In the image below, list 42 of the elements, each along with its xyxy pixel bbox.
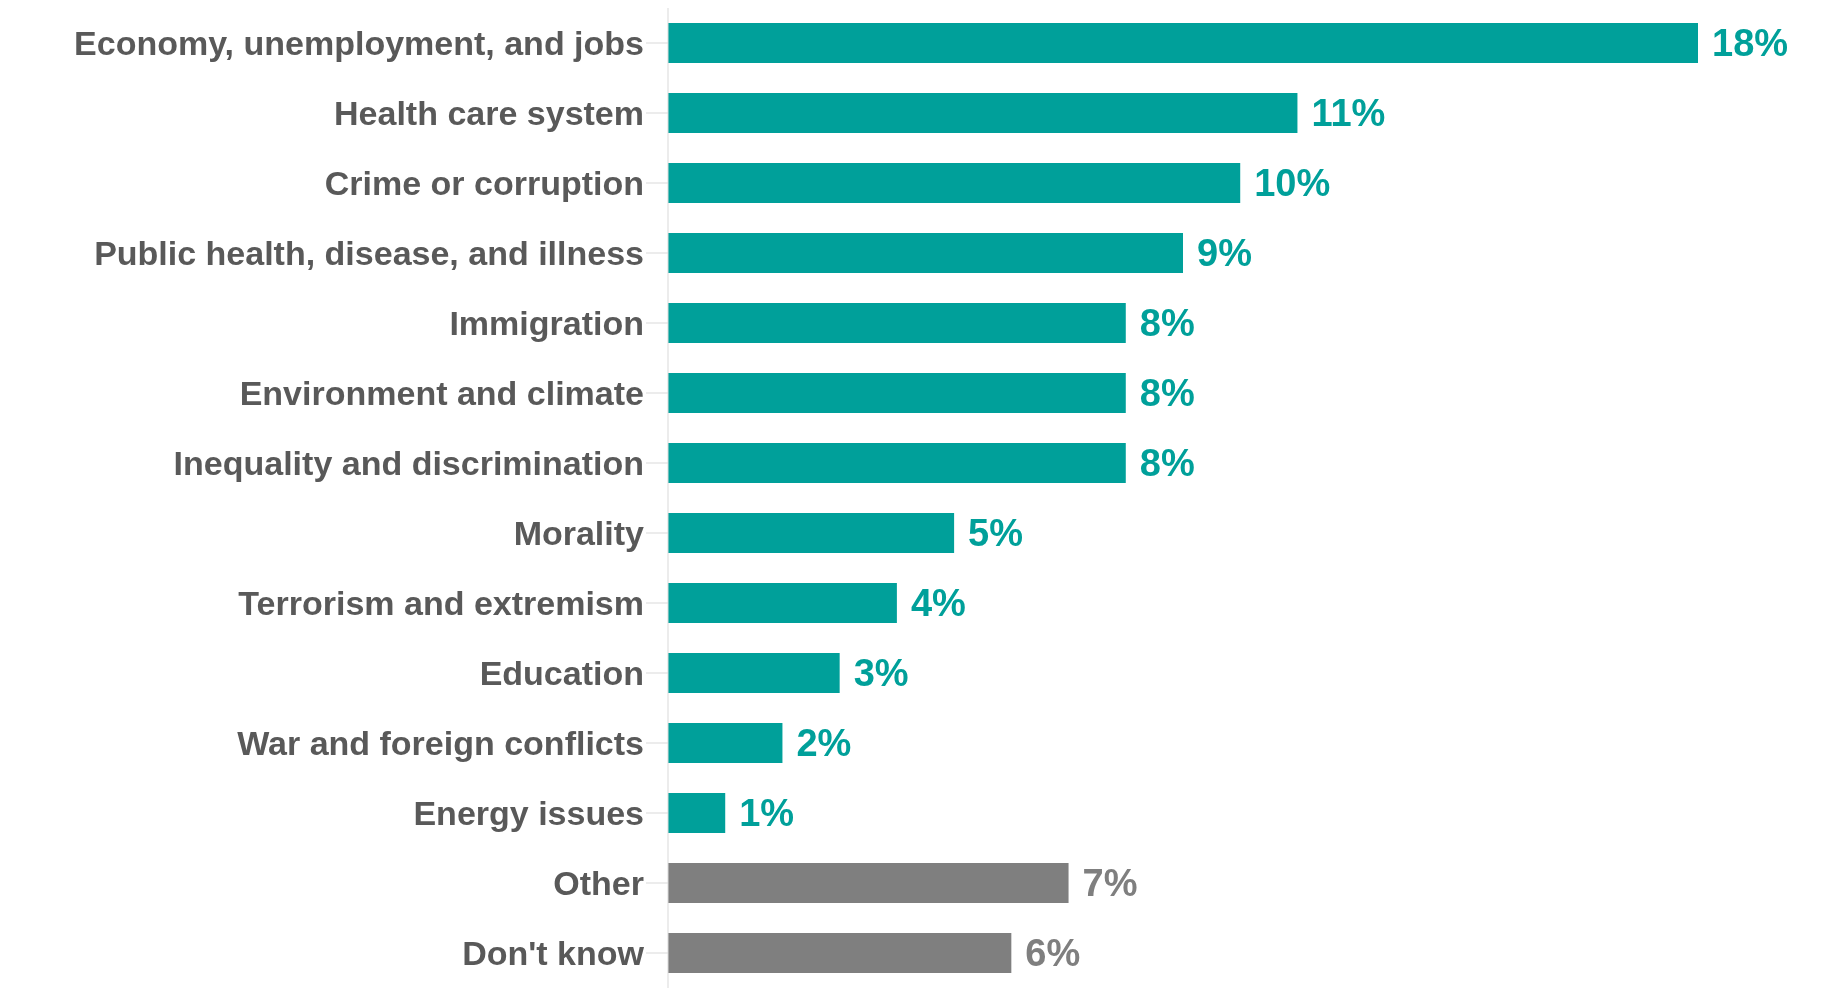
data-label: 9%	[1197, 232, 1252, 274]
bar	[668, 793, 726, 833]
data-label: 18%	[1712, 22, 1789, 64]
y-tick-label: Education	[479, 654, 644, 693]
bar	[668, 443, 1126, 483]
data-label: 10%	[1254, 162, 1331, 204]
y-tick-label: Crime or corruption	[324, 164, 644, 203]
y-tick-label: Health care system	[334, 94, 644, 133]
data-label: 4%	[910, 582, 966, 624]
y-tick-label: Terrorism and extremism	[238, 584, 644, 623]
bar	[668, 23, 1698, 63]
bar	[668, 933, 1012, 973]
data-label: 8%	[1139, 302, 1195, 344]
data-label: 11%	[1311, 92, 1386, 134]
y-tick-label: Environment and climate	[239, 374, 644, 413]
y-tick-label: Don't know	[462, 934, 645, 973]
data-label: 3%	[853, 652, 909, 694]
y-tick-label: Public health, disease, and illness	[94, 234, 644, 273]
y-tick-label: Energy issues	[413, 794, 644, 833]
y-tick-label: Other	[553, 864, 644, 903]
y-tick-label: Morality	[513, 514, 645, 553]
data-label: 5%	[968, 512, 1024, 554]
y-tick-label: Economy, unemployment, and jobs	[74, 24, 644, 63]
y-tick-label: War and foreign conflicts	[237, 724, 644, 763]
data-label: 2%	[796, 722, 852, 764]
y-tick-label: Immigration	[449, 304, 644, 343]
data-label: 1%	[739, 792, 795, 834]
bar	[668, 163, 1241, 203]
bar	[668, 583, 897, 623]
bar	[668, 373, 1126, 413]
bar	[668, 513, 955, 553]
bar	[668, 303, 1126, 343]
data-label: 8%	[1139, 442, 1195, 484]
bar	[668, 723, 783, 763]
data-label: 8%	[1139, 372, 1195, 414]
bar	[668, 653, 840, 693]
data-label: 7%	[1082, 862, 1138, 904]
bar	[668, 863, 1069, 903]
y-tick-label: Inequality and discrimination	[173, 444, 644, 483]
data-label: 6%	[1025, 932, 1081, 974]
bar	[668, 93, 1298, 133]
bar	[668, 233, 1183, 273]
